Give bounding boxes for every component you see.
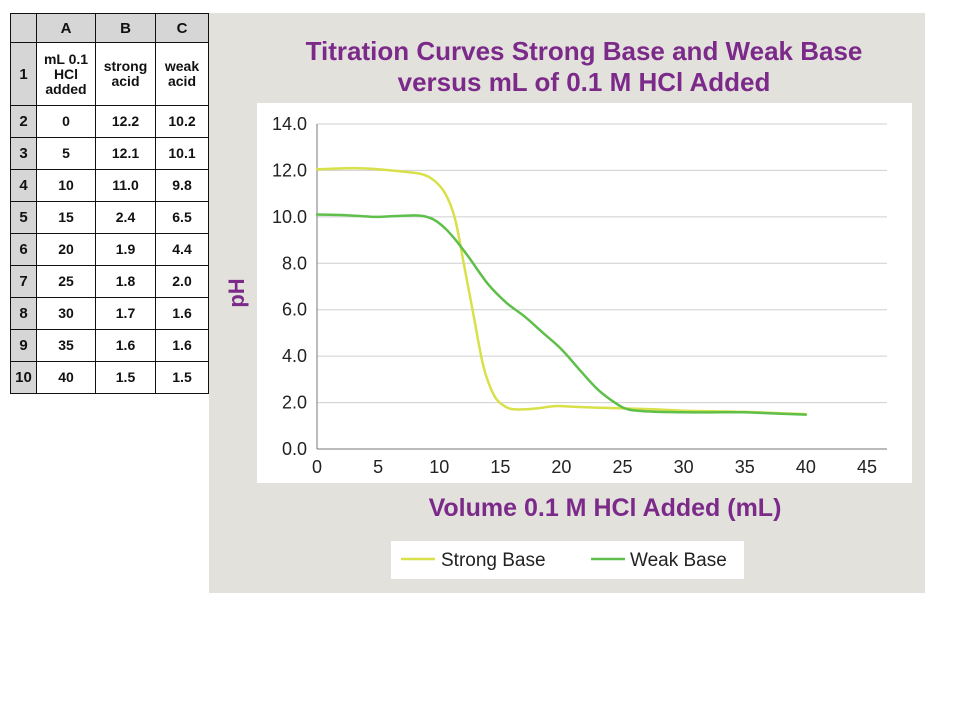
row-number: 10: [10, 361, 37, 394]
row-number: 2: [10, 105, 37, 138]
chart-panel: Titration Curves Strong Base and Weak Ba…: [209, 13, 925, 593]
chart-title-line-2: versus mL of 0.1 M HCl Added: [398, 67, 771, 97]
y-tick-label: 6.0: [282, 300, 307, 320]
table-cell: 9.8: [155, 169, 209, 202]
x-tick-label: 30: [674, 457, 694, 477]
table-row: 2 0 12.2 10.2: [10, 105, 209, 138]
x-tick-label: 20: [551, 457, 571, 477]
titration-chart: Titration Curves Strong Base and Weak Ba…: [224, 36, 912, 579]
table-header-row: 1 mL 0.1 HCl added strong acid weak acid: [10, 42, 209, 106]
row-number: 5: [10, 201, 37, 234]
column-header-b: B: [95, 13, 156, 43]
header-cell-weak-acid: weak acid: [155, 42, 209, 106]
table-row: 10 40 1.5 1.5: [10, 361, 209, 394]
table-cell: 10: [36, 169, 96, 202]
table-cell: 0: [36, 105, 96, 138]
table-cell: 30: [36, 297, 96, 330]
column-header-a: A: [36, 13, 96, 43]
legend: Strong Base Weak Base: [391, 541, 744, 579]
x-tick-label: 25: [613, 457, 633, 477]
y-tick-label: 14.0: [272, 114, 307, 134]
data-spreadsheet: A B C 1 mL 0.1 HCl added strong acid wea…: [10, 13, 209, 394]
table-cell: 4.4: [155, 233, 209, 266]
series-lines: [315, 166, 808, 416]
chart-title-line-1: Titration Curves Strong Base and Weak Ba…: [306, 36, 863, 66]
row-number: 9: [10, 329, 37, 362]
y-axis-title: pH: [224, 278, 249, 307]
table-cell: 11.0: [95, 169, 156, 202]
x-tick-label: 5: [373, 457, 383, 477]
table-cell: 15: [36, 201, 96, 234]
table-cell: 10.2: [155, 105, 209, 138]
y-tick-label: 10.0: [272, 207, 307, 227]
column-header-row: A B C: [10, 13, 209, 43]
column-header-c: C: [155, 13, 209, 43]
table-cell: 1.5: [155, 361, 209, 394]
table-cell: 1.6: [155, 297, 209, 330]
table-cell: 2.0: [155, 265, 209, 298]
row-number: 1: [10, 42, 37, 106]
table-row: 3 5 12.1 10.1: [10, 137, 209, 170]
row-number: 3: [10, 137, 37, 170]
table-cell: 35: [36, 329, 96, 362]
gridlines: [316, 123, 887, 450]
plot-area-background: [257, 103, 912, 483]
y-tick-label: 2.0: [282, 393, 307, 413]
table-cell: 25: [36, 265, 96, 298]
series-line-strong-base: [315, 166, 808, 416]
x-tick-label: 45: [857, 457, 877, 477]
x-tick-label: 35: [735, 457, 755, 477]
row-number: 6: [10, 233, 37, 266]
table-cell: 2.4: [95, 201, 156, 234]
table-cell: 1.7: [95, 297, 156, 330]
row-number: 4: [10, 169, 37, 202]
table-cell: 1.9: [95, 233, 156, 266]
y-tick-label: 12.0: [272, 160, 307, 180]
table-cell: 12.1: [95, 137, 156, 170]
x-tick-label: 15: [490, 457, 510, 477]
table-row: 8 30 1.7 1.6: [10, 297, 209, 330]
header-cell-strong-acid: strong acid: [95, 42, 156, 106]
table-cell: 1.5: [95, 361, 156, 394]
header-cell-ml-hcl: mL 0.1 HCl added: [36, 42, 96, 106]
row-number: 7: [10, 265, 37, 298]
table-row: 6 20 1.9 4.4: [10, 233, 209, 266]
x-tick-label: 10: [429, 457, 449, 477]
tick-labels: 0.0 2.0 4.0 6.0 8.0 10.0 12.0 14.0 0 5 10 15 20 25 30 3…: [272, 114, 877, 477]
y-tick-label: 8.0: [282, 253, 307, 273]
x-axis-title: Volume 0.1 M HCl Added (mL): [429, 494, 782, 522]
sheet-corner-cell: [10, 13, 37, 43]
table-row: 5 15 2.4 6.5: [10, 201, 209, 234]
table-cell: 20: [36, 233, 96, 266]
table-cell: 5: [36, 137, 96, 170]
series-line-weak-base: [315, 213, 808, 416]
table-cell: 12.2: [95, 105, 156, 138]
table-cell: 1.6: [95, 329, 156, 362]
row-number: 8: [10, 297, 37, 330]
table-cell: 1.8: [95, 265, 156, 298]
legend-label-strong-base: Strong Base: [441, 550, 546, 571]
y-tick-label: 0.0: [282, 439, 307, 459]
x-tick-label: 0: [312, 457, 322, 477]
table-row: 9 35 1.6 1.6: [10, 329, 209, 362]
table-cell: 40: [36, 361, 96, 394]
table-row: 4 10 11.0 9.8: [10, 169, 209, 202]
table-cell: 1.6: [155, 329, 209, 362]
table-cell: 6.5: [155, 201, 209, 234]
table-row: 7 25 1.8 2.0: [10, 265, 209, 298]
legend-box: [391, 541, 744, 579]
x-tick-label: 40: [796, 457, 816, 477]
table-cell: 10.1: [155, 137, 209, 170]
y-tick-label: 4.0: [282, 346, 307, 366]
legend-label-weak-base: Weak Base: [630, 550, 727, 571]
